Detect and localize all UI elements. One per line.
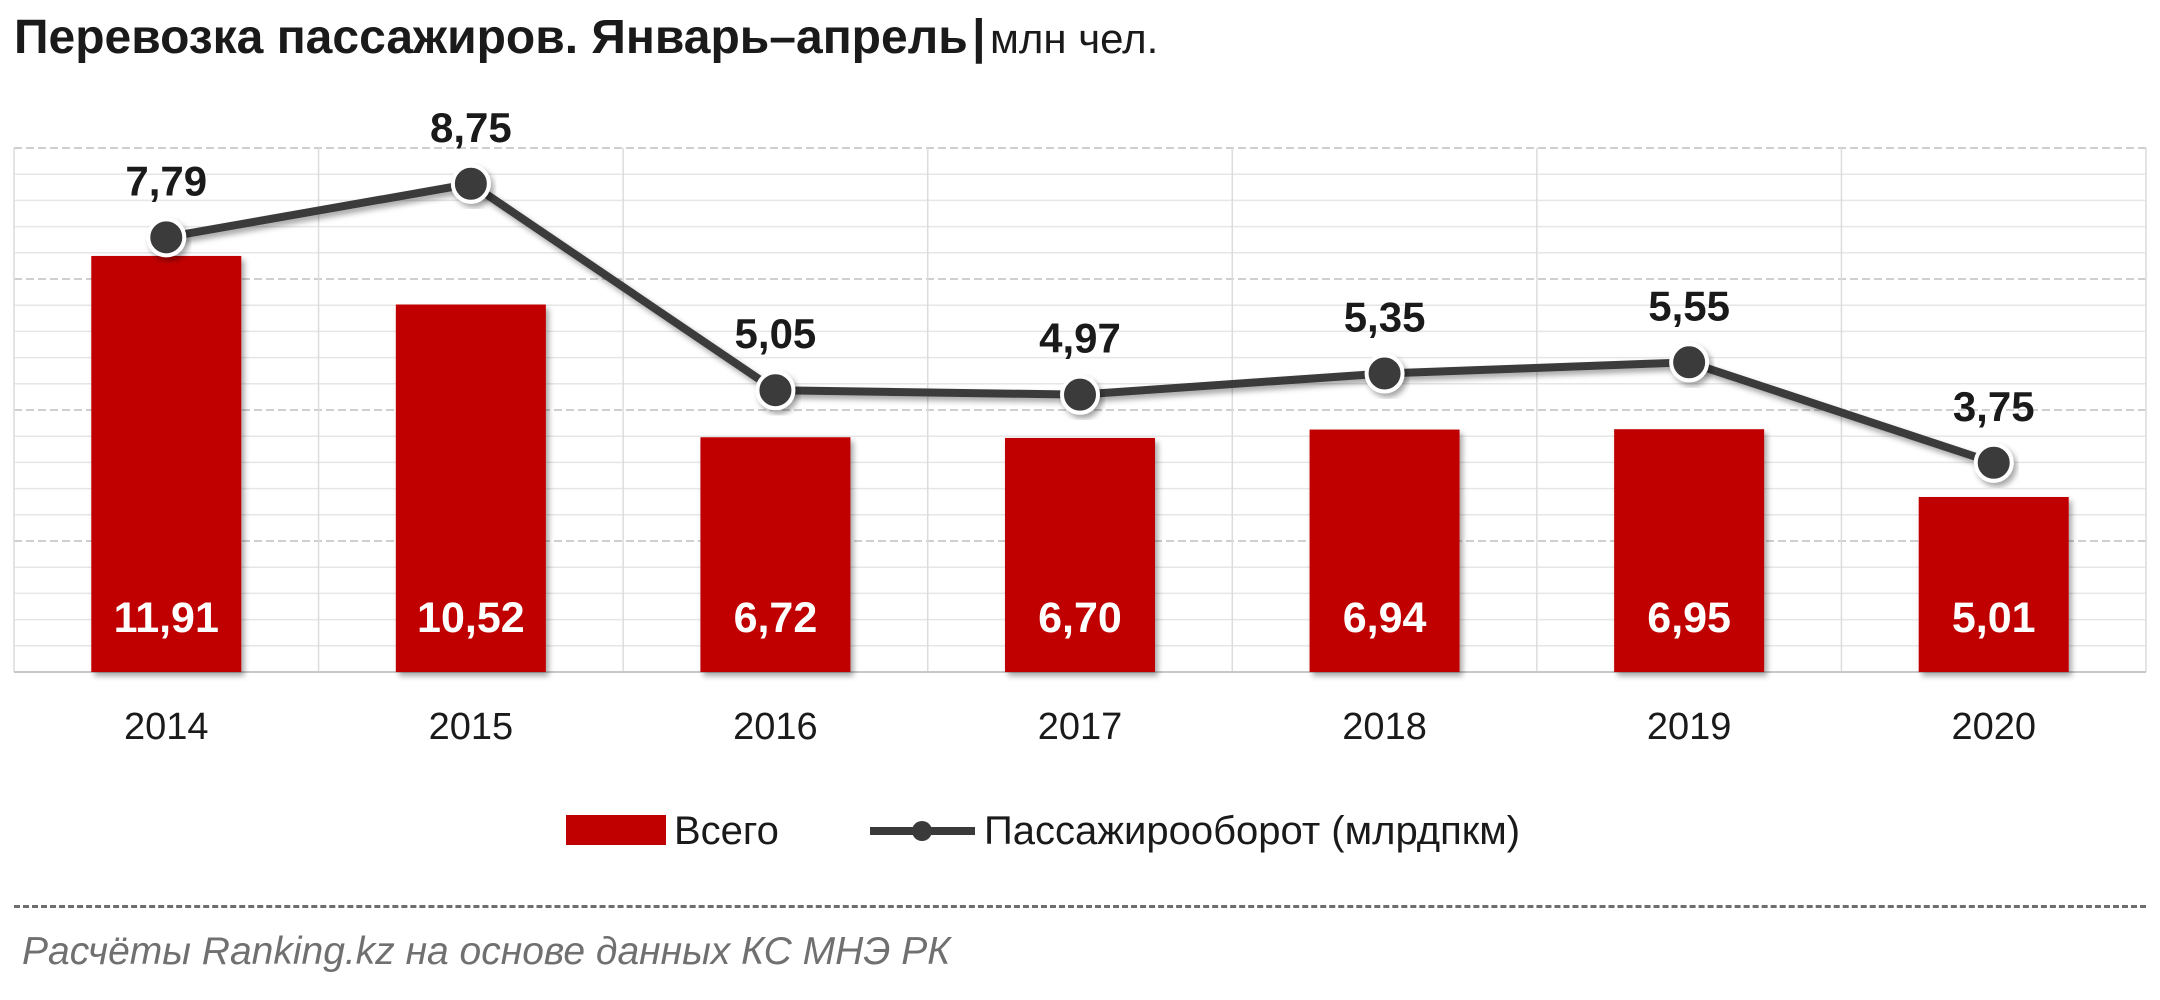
x-tick-label-2016: 2016 bbox=[733, 706, 818, 748]
line-marker-2019 bbox=[1669, 342, 1710, 383]
bar-2017 bbox=[1005, 437, 1155, 672]
bar-value-label-2018: 6,94 bbox=[1343, 594, 1427, 642]
unit-label: млн чел. bbox=[990, 15, 1159, 62]
line-value-label-2015: 8,75 bbox=[430, 104, 512, 151]
x-tick-label-2020: 2020 bbox=[1951, 706, 2036, 748]
x-tick-label-2014: 2014 bbox=[124, 706, 209, 748]
legend: Всего Пассажирооборот (млрдпкм) bbox=[566, 809, 1520, 853]
bar-2020 bbox=[1918, 496, 2069, 672]
line-value-label-2019: 5,55 bbox=[1648, 282, 1730, 329]
x-tick-label-2017: 2017 bbox=[1038, 706, 1123, 748]
line-marker-2017 bbox=[1060, 374, 1100, 415]
bar-2019 bbox=[1614, 429, 1765, 672]
title-separator: | bbox=[972, 11, 986, 64]
bar-series bbox=[91, 255, 2069, 672]
line-value-label-2020: 3,75 bbox=[1953, 383, 2035, 430]
legend-swatch-total bbox=[566, 815, 666, 845]
line-marker-2014 bbox=[146, 217, 187, 258]
x-axis: 2014 2015 2016 2017 2018 2019 2020 bbox=[124, 706, 2036, 748]
line-marker-2020 bbox=[1973, 442, 2014, 483]
legend-marker-line bbox=[912, 821, 932, 841]
bar-2015 bbox=[395, 304, 546, 672]
line-value-label-2016: 5,05 bbox=[735, 310, 817, 357]
x-tick-label-2015: 2015 bbox=[429, 706, 514, 748]
bar-2016 bbox=[700, 437, 851, 672]
bar-value-label-2014: 11,91 bbox=[114, 594, 219, 642]
line-marker-2015 bbox=[450, 163, 491, 204]
line-value-label-2014: 7,79 bbox=[125, 157, 207, 204]
x-tick-label-2018: 2018 bbox=[1342, 706, 1427, 748]
x-tick-label-2019: 2019 bbox=[1647, 706, 1732, 748]
line-marker-2016 bbox=[755, 370, 796, 411]
legend-label-turnover: Пассажирооборот (млрдпкм) bbox=[984, 809, 1520, 853]
bar-value-label-2020: 5,01 bbox=[1952, 594, 2036, 642]
line-value-label-2018: 5,35 bbox=[1344, 293, 1426, 340]
line-value-label-2017: 4,97 bbox=[1039, 315, 1121, 362]
chart-title: Перевозка пассажиров. Январь–апрель bbox=[14, 11, 968, 64]
bar-value-label-2016: 6,72 bbox=[734, 594, 818, 642]
footer-divider bbox=[14, 905, 2146, 908]
bar-2014 bbox=[91, 255, 242, 672]
bar-value-label-2015: 10,52 bbox=[417, 594, 525, 642]
bar-2018 bbox=[1309, 429, 1460, 672]
legend-label-total: Всего bbox=[674, 809, 779, 853]
line-series bbox=[146, 163, 2014, 483]
source-note: Расчёты Ranking.kz на основе данных КС М… bbox=[22, 930, 951, 973]
line-marker-2018 bbox=[1364, 353, 1405, 394]
data-labels: 11,91 10,52 6,72 6,70 6,94 6,95 5,01 7,79 8,75 5,… bbox=[114, 104, 2036, 642]
bar-value-label-2017: 6,70 bbox=[1038, 594, 1122, 642]
bar-value-label-2019: 6,95 bbox=[1647, 594, 1731, 642]
chart-title-row: Перевозка пассажиров. Январь–апрель | мл… bbox=[14, 14, 1158, 62]
